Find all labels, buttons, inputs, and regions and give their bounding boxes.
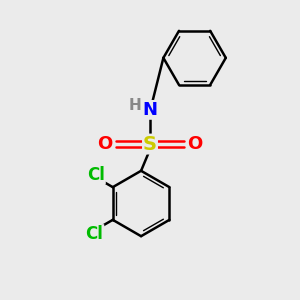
Text: O: O (188, 135, 203, 153)
Text: S: S (143, 135, 157, 154)
Text: Cl: Cl (85, 225, 103, 243)
Text: N: N (142, 101, 158, 119)
Text: O: O (97, 135, 112, 153)
Text: H: H (128, 98, 141, 113)
Text: Cl: Cl (87, 166, 105, 184)
